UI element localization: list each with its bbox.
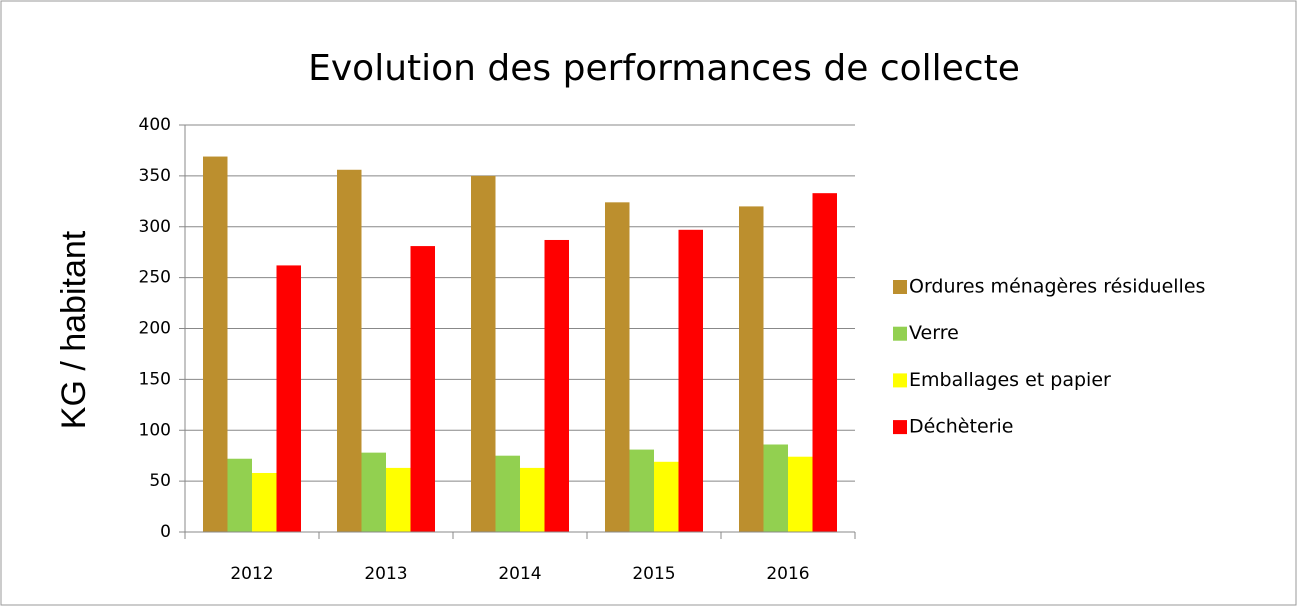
y-tick-label: 0 [160, 522, 171, 542]
x-tick-label: 2016 [766, 564, 809, 584]
y-tick-label: 150 [139, 369, 171, 389]
x-tick-label: 2012 [230, 564, 273, 584]
y-tick-label: 250 [139, 268, 171, 288]
bar [654, 461, 679, 532]
bar [410, 246, 435, 532]
legend-label: Ordures ménagères résiduelles [909, 276, 1205, 298]
bar [520, 467, 545, 532]
legend-label: Emballages et papier [909, 369, 1111, 391]
legend-label: Déchèterie [909, 416, 1013, 438]
bar [361, 452, 386, 532]
chart-title: Evolution des performances de collecte [308, 48, 1020, 89]
y-tick-label: 300 [139, 217, 171, 237]
bar [495, 455, 520, 532]
bar [227, 458, 252, 532]
bar [678, 229, 703, 533]
bar [337, 169, 362, 532]
legend-swatch [893, 373, 907, 388]
bar [812, 193, 837, 533]
y-tick-label: 50 [149, 471, 171, 491]
bar [544, 239, 569, 533]
legend-swatch [893, 326, 907, 341]
bar [739, 206, 764, 532]
legend-label: Verre [909, 322, 959, 344]
y-tick-label: 200 [139, 319, 171, 339]
y-tick-label: 100 [139, 420, 171, 440]
bar [203, 156, 228, 533]
x-tick-label: 2013 [364, 564, 407, 584]
bar [471, 175, 496, 532]
bar [605, 202, 630, 532]
bar [788, 456, 813, 532]
x-tick-label: 2015 [632, 564, 675, 584]
bar [386, 467, 411, 532]
legend-swatch [893, 420, 907, 435]
bar [276, 265, 301, 532]
y-tick-label: 350 [139, 166, 171, 186]
bar [252, 472, 277, 532]
x-tick-label: 2014 [498, 564, 541, 584]
y-tick-label: 400 [139, 115, 171, 135]
y-axis-label: KG / habitant [55, 230, 93, 429]
legend-swatch [893, 280, 907, 294]
bar [629, 449, 654, 532]
bar [763, 444, 788, 532]
